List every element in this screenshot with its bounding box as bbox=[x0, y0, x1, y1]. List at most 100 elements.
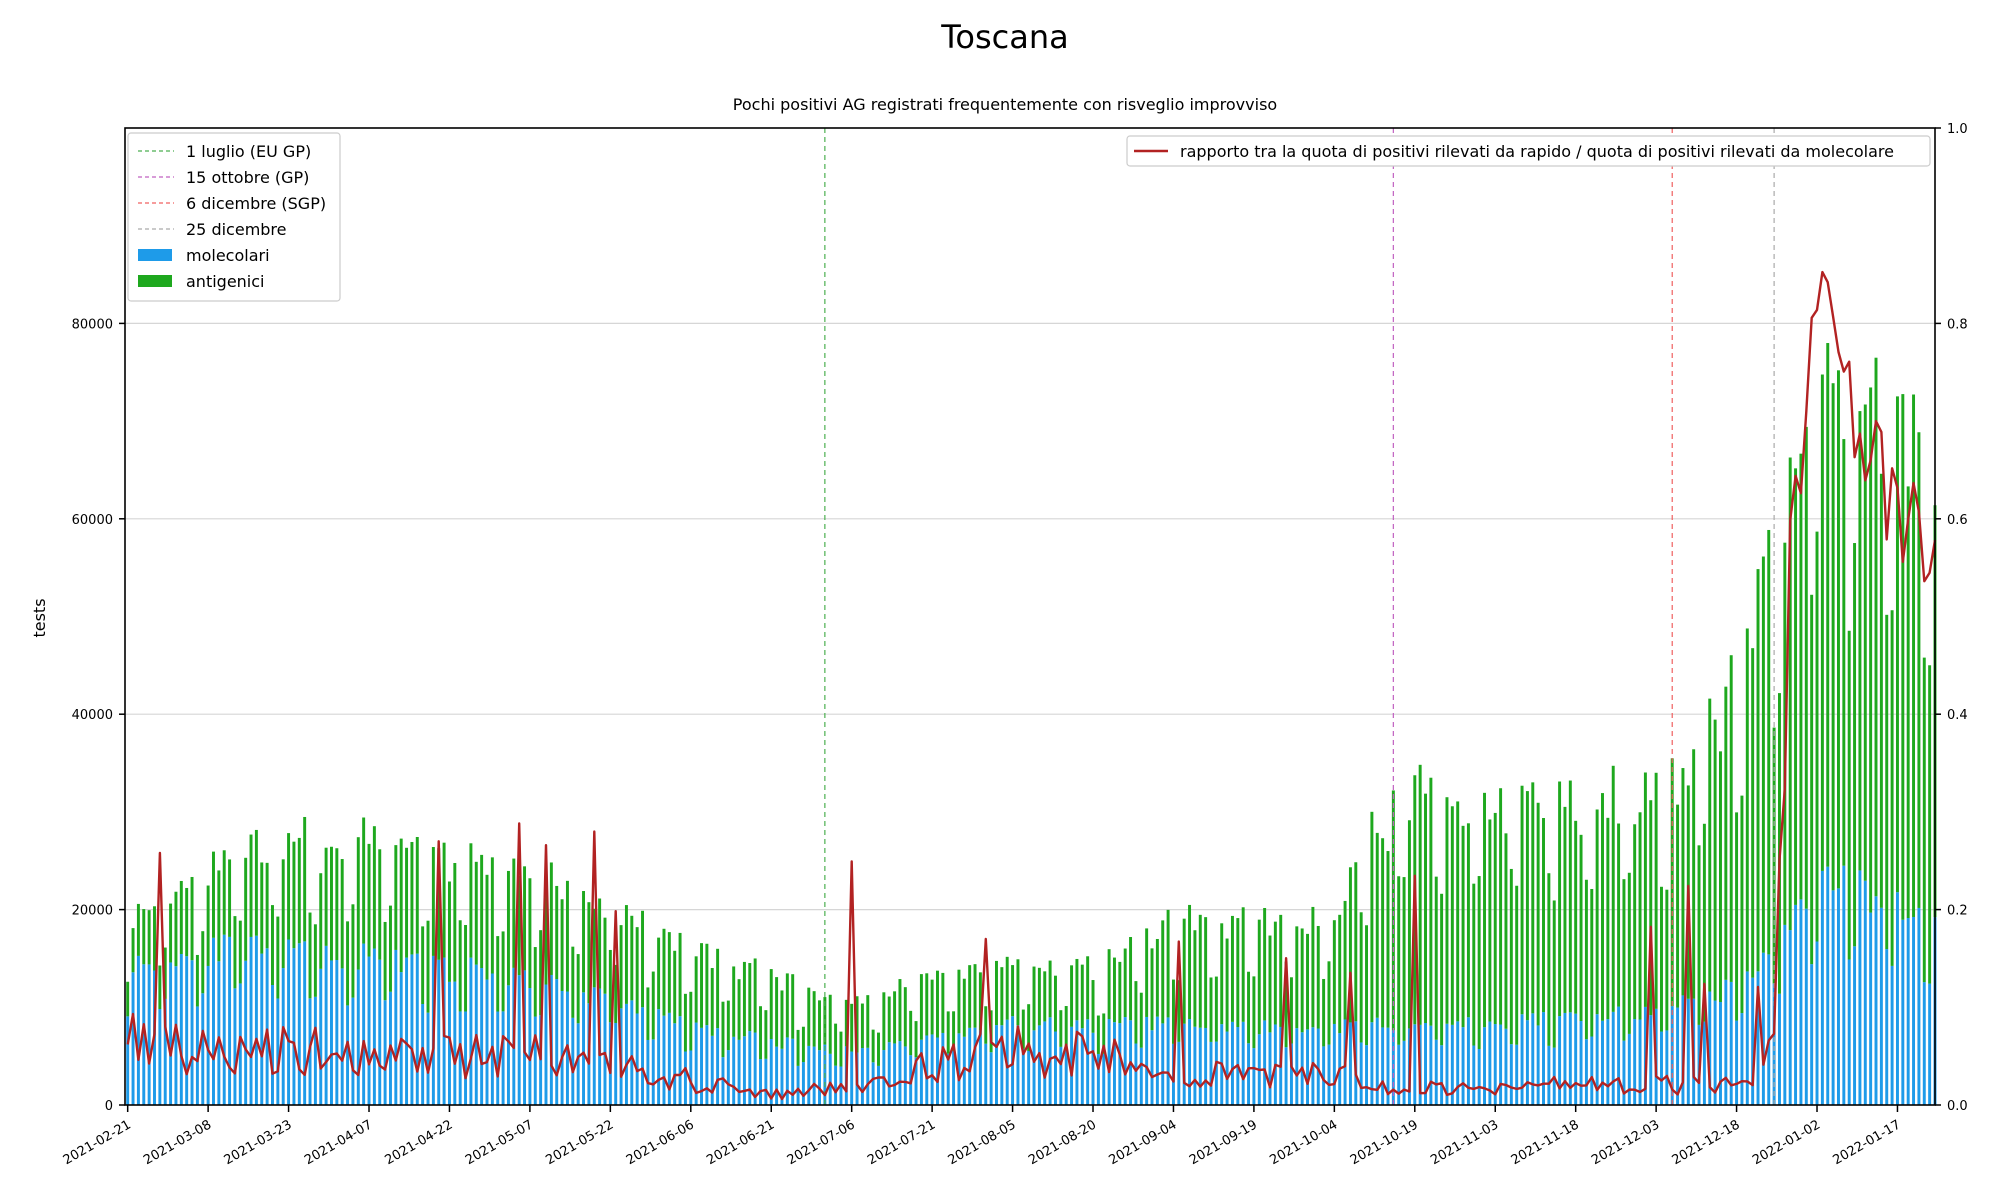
bar-molecolari bbox=[1810, 964, 1814, 1105]
bar-antigenici bbox=[1188, 904, 1192, 1020]
bar-antigenici bbox=[1338, 914, 1342, 1034]
bar-molecolari bbox=[1230, 1021, 1234, 1105]
bar-molecolari bbox=[1895, 892, 1899, 1105]
legend-vline-xmas-label: 25 dicembre bbox=[186, 220, 287, 239]
bar-antigenici bbox=[1279, 914, 1283, 1027]
bar-molecolari bbox=[1102, 1053, 1106, 1105]
bar-molecolari bbox=[1595, 1014, 1599, 1105]
bar-antigenici bbox=[1300, 928, 1304, 1033]
bar-antigenici bbox=[147, 910, 151, 965]
bar-antigenici bbox=[1584, 879, 1588, 1040]
bar-molecolari bbox=[1198, 1027, 1202, 1105]
ratio-line bbox=[126, 270, 1937, 1101]
bar-antigenici bbox=[1086, 956, 1090, 1020]
legend-antigenici-swatch bbox=[138, 275, 172, 287]
bar-antigenici bbox=[1638, 812, 1642, 1020]
bar-antigenici bbox=[1043, 971, 1047, 1022]
bar-molecolari bbox=[169, 962, 173, 1105]
bar-antigenici bbox=[131, 928, 135, 973]
bar-antigenici bbox=[464, 925, 468, 1012]
bar-molecolari bbox=[254, 935, 258, 1105]
bar-molecolari bbox=[1306, 1029, 1310, 1105]
bar-molecolari bbox=[689, 1050, 693, 1105]
bar-antigenici bbox=[179, 880, 183, 954]
bar-antigenici bbox=[1150, 948, 1154, 1031]
bar-antigenici bbox=[614, 964, 618, 1023]
bar-molecolari bbox=[147, 964, 151, 1105]
bar-molecolari bbox=[673, 1023, 677, 1105]
bar-antigenici bbox=[1075, 958, 1079, 1021]
bar-antigenici bbox=[335, 848, 339, 961]
bar-molecolari bbox=[1858, 870, 1862, 1105]
bar-molecolari bbox=[1424, 1023, 1427, 1105]
bar-antigenici bbox=[775, 977, 779, 1047]
bar-molecolari bbox=[1756, 971, 1760, 1105]
y-tick-label: 60000 bbox=[72, 513, 113, 528]
bar-molecolari bbox=[1853, 946, 1857, 1105]
bar-antigenici bbox=[957, 969, 961, 1034]
bar-molecolari bbox=[453, 981, 457, 1105]
bar-antigenici bbox=[1617, 823, 1621, 1007]
bar-antigenici bbox=[753, 958, 757, 1033]
bar-antigenici bbox=[539, 930, 543, 1016]
bar-molecolari bbox=[646, 1039, 650, 1105]
bar-antigenici bbox=[871, 1029, 875, 1063]
bar-antigenici bbox=[560, 899, 564, 991]
bar-molecolari bbox=[1622, 1040, 1626, 1105]
y-tick-label: 40000 bbox=[72, 708, 113, 723]
bar-antigenici bbox=[1021, 1009, 1025, 1049]
bar-antigenici bbox=[1590, 888, 1594, 1037]
bar-antigenici bbox=[1241, 907, 1245, 1022]
bar-molecolari bbox=[496, 1011, 500, 1105]
bar-molecolari bbox=[1139, 1047, 1143, 1105]
x-tick-label: 2021-10-19 bbox=[1348, 1117, 1421, 1168]
bar-antigenici bbox=[1456, 801, 1460, 1022]
bar-molecolari bbox=[1804, 908, 1808, 1105]
bar-antigenici bbox=[1735, 812, 1739, 1021]
bar-molecolari bbox=[592, 987, 596, 1105]
bar-antigenici bbox=[222, 850, 226, 935]
bar-molecolari bbox=[206, 965, 210, 1105]
bar-antigenici bbox=[1622, 879, 1626, 1041]
bar-molecolari bbox=[662, 1015, 666, 1105]
bar-antigenici bbox=[485, 874, 489, 980]
x-tick-label: 2021-07-21 bbox=[865, 1117, 938, 1168]
bar-antigenici bbox=[190, 876, 194, 961]
bar-antigenici bbox=[1016, 959, 1020, 1026]
bar-molecolari bbox=[1263, 1020, 1267, 1105]
bar-antigenici bbox=[1509, 868, 1513, 1045]
bar-antigenici bbox=[565, 880, 569, 992]
bar-antigenici bbox=[1654, 772, 1658, 1009]
bar-molecolari bbox=[131, 972, 135, 1105]
bar-antigenici bbox=[265, 862, 269, 949]
bar-antigenici bbox=[598, 898, 602, 989]
bar-antigenici bbox=[496, 936, 500, 1012]
bar-molecolari bbox=[1059, 1046, 1063, 1105]
bar-molecolari bbox=[1080, 1028, 1084, 1105]
bar-antigenici bbox=[1820, 374, 1824, 871]
y-tick-label: 0 bbox=[105, 1099, 113, 1114]
bar-antigenici bbox=[1198, 914, 1202, 1028]
bar-molecolari bbox=[174, 966, 178, 1105]
bar-molecolari bbox=[764, 1058, 768, 1105]
bar-molecolari bbox=[1611, 1011, 1615, 1105]
bar-molecolari bbox=[421, 1003, 425, 1105]
bar-molecolari bbox=[1348, 1022, 1352, 1105]
bar-antigenici bbox=[421, 926, 425, 1004]
bar-antigenici bbox=[1767, 529, 1771, 955]
bar-molecolari bbox=[925, 1035, 929, 1105]
bar-antigenici bbox=[866, 995, 870, 1048]
bar-molecolari bbox=[1016, 1025, 1020, 1105]
bar-molecolari bbox=[1177, 1041, 1181, 1105]
bar-antigenici bbox=[1273, 921, 1277, 1025]
bar-antigenici bbox=[217, 870, 221, 962]
bar-molecolari bbox=[1397, 1044, 1401, 1105]
bar-molecolari bbox=[871, 1062, 875, 1105]
bar-antigenici bbox=[995, 960, 998, 1026]
plot-frame bbox=[124, 127, 1936, 1106]
bar-antigenici bbox=[169, 903, 173, 963]
bar-molecolari bbox=[989, 1052, 993, 1105]
bar-antigenici bbox=[1096, 1015, 1100, 1054]
bar-molecolari bbox=[1161, 1023, 1165, 1105]
bar-molecolari bbox=[1295, 1028, 1299, 1105]
